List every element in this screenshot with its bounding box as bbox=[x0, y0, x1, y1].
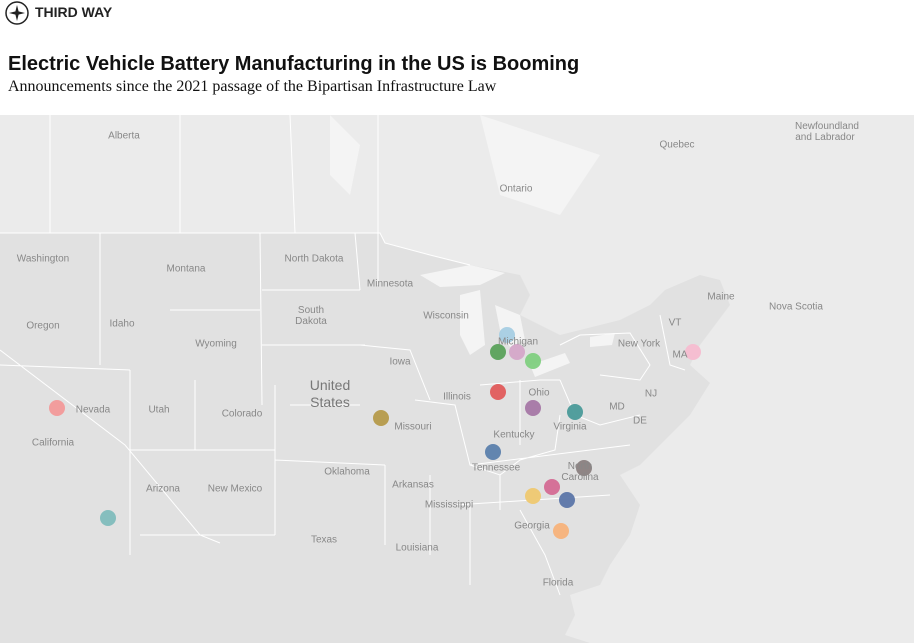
map-label: Colorado bbox=[221, 408, 263, 420]
map-label: Ontario bbox=[499, 183, 533, 195]
plant-marker bbox=[485, 444, 501, 460]
map-label: Illinois bbox=[443, 391, 471, 403]
map-label: Washington bbox=[16, 253, 70, 265]
map-label: Oklahoma bbox=[324, 466, 370, 478]
map-label: Nova Scotia bbox=[769, 301, 823, 313]
map-label: North Dakota bbox=[284, 253, 344, 265]
map-label: VT bbox=[668, 317, 682, 329]
map-label: Texas bbox=[310, 534, 338, 546]
map-label: North Carolina bbox=[561, 461, 599, 483]
map-label: NJ bbox=[644, 388, 658, 400]
map-label: Louisiana bbox=[395, 542, 439, 554]
map-label: Utah bbox=[148, 404, 170, 416]
markers bbox=[49, 327, 701, 539]
plant-marker bbox=[525, 353, 541, 369]
map-label: United States bbox=[309, 377, 351, 410]
map-label: Arizona bbox=[146, 483, 180, 495]
map-label: Idaho bbox=[109, 318, 135, 330]
map-label: Virginia bbox=[553, 421, 587, 433]
map-label: New Mexico bbox=[207, 483, 263, 495]
map-label: Oregon bbox=[26, 320, 60, 332]
plant-marker bbox=[685, 344, 701, 360]
map-label: DE bbox=[633, 415, 647, 427]
map-label: Montana bbox=[166, 263, 206, 275]
plant-marker bbox=[525, 488, 541, 504]
plant-marker bbox=[490, 384, 506, 400]
map-label: Arkansas bbox=[392, 479, 434, 491]
map-label: Minnesota bbox=[366, 278, 414, 290]
map-label: Florida bbox=[542, 577, 574, 589]
logo-text: THIRD WAY bbox=[35, 4, 113, 20]
map-label: Tennessee bbox=[471, 462, 521, 474]
map-label: Nevada bbox=[75, 404, 111, 416]
map-base bbox=[0, 115, 914, 643]
map-label: Iowa bbox=[389, 356, 411, 368]
plant-marker bbox=[373, 410, 389, 426]
map-label: Wyoming bbox=[195, 338, 237, 350]
plant-marker bbox=[576, 460, 592, 476]
plant-marker bbox=[499, 327, 515, 343]
plant-marker bbox=[559, 492, 575, 508]
map-label: Michigan bbox=[497, 336, 539, 348]
map-label: Quebec bbox=[659, 139, 695, 151]
map-label: MA bbox=[672, 349, 688, 361]
map: Alberta Quebec Newfoundland and Labrador On… bbox=[0, 115, 914, 643]
map-label: MD bbox=[609, 401, 625, 413]
title: Electric Vehicle Battery Manufacturing i… bbox=[8, 53, 580, 75]
map-label: Missouri bbox=[394, 421, 432, 433]
map-label: California bbox=[31, 437, 75, 449]
plant-marker bbox=[544, 479, 560, 495]
logo-icon bbox=[5, 1, 29, 25]
plant-marker bbox=[49, 400, 65, 416]
plant-marker bbox=[553, 523, 569, 539]
plant-marker bbox=[100, 510, 116, 526]
map-label: Wisconsin bbox=[423, 310, 469, 322]
plant-marker bbox=[525, 400, 541, 416]
map-label: Ohio bbox=[528, 387, 550, 399]
plant-marker bbox=[567, 404, 583, 420]
map-label: Newfoundland and Labrador bbox=[795, 121, 859, 143]
subtitle: Announcements since the 2021 passage of … bbox=[8, 78, 497, 95]
plant-marker bbox=[490, 344, 506, 360]
map-label: Georgia bbox=[514, 520, 550, 532]
map-label: New York bbox=[617, 338, 661, 350]
plant-marker bbox=[509, 344, 525, 360]
map-label: Mississippi bbox=[424, 499, 474, 511]
map-label: Kentucky bbox=[493, 429, 535, 441]
map-label: South Dakota bbox=[295, 305, 327, 327]
map-label: Alberta bbox=[108, 130, 140, 142]
map-label: Maine bbox=[707, 291, 735, 303]
